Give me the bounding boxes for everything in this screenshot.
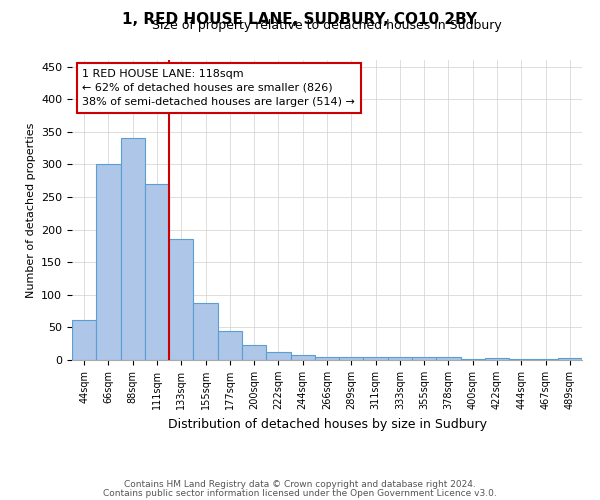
Text: Contains HM Land Registry data © Crown copyright and database right 2024.: Contains HM Land Registry data © Crown c… (124, 480, 476, 489)
Bar (121, 138, 145, 360)
Bar (388, 358, 412, 360)
Bar (218, 330, 242, 360)
Bar (485, 358, 509, 360)
Bar (436, 358, 461, 360)
Bar (290, 355, 315, 360)
Bar (72, 320, 96, 360)
Bar (266, 352, 290, 360)
Bar (193, 302, 218, 360)
Bar (339, 356, 364, 360)
Bar (412, 356, 436, 360)
Text: 1, RED HOUSE LANE, SUDBURY, CO10 2BY: 1, RED HOUSE LANE, SUDBURY, CO10 2BY (122, 12, 478, 28)
Text: Contains public sector information licensed under the Open Government Licence v3: Contains public sector information licen… (103, 490, 497, 498)
X-axis label: Distribution of detached houses by size in Sudbury: Distribution of detached houses by size … (167, 418, 487, 430)
Bar (145, 184, 169, 360)
Y-axis label: Number of detached properties: Number of detached properties (26, 122, 35, 298)
Bar (169, 240, 193, 360)
Bar (242, 345, 266, 360)
Bar (96, 164, 121, 360)
Bar (364, 356, 388, 360)
Text: 1 RED HOUSE LANE: 118sqm
← 62% of detached houses are smaller (826)
38% of semi-: 1 RED HOUSE LANE: 118sqm ← 62% of detach… (82, 69, 355, 107)
Bar (558, 358, 582, 360)
Bar (315, 358, 339, 360)
Title: Size of property relative to detached houses in Sudbury: Size of property relative to detached ho… (152, 20, 502, 32)
